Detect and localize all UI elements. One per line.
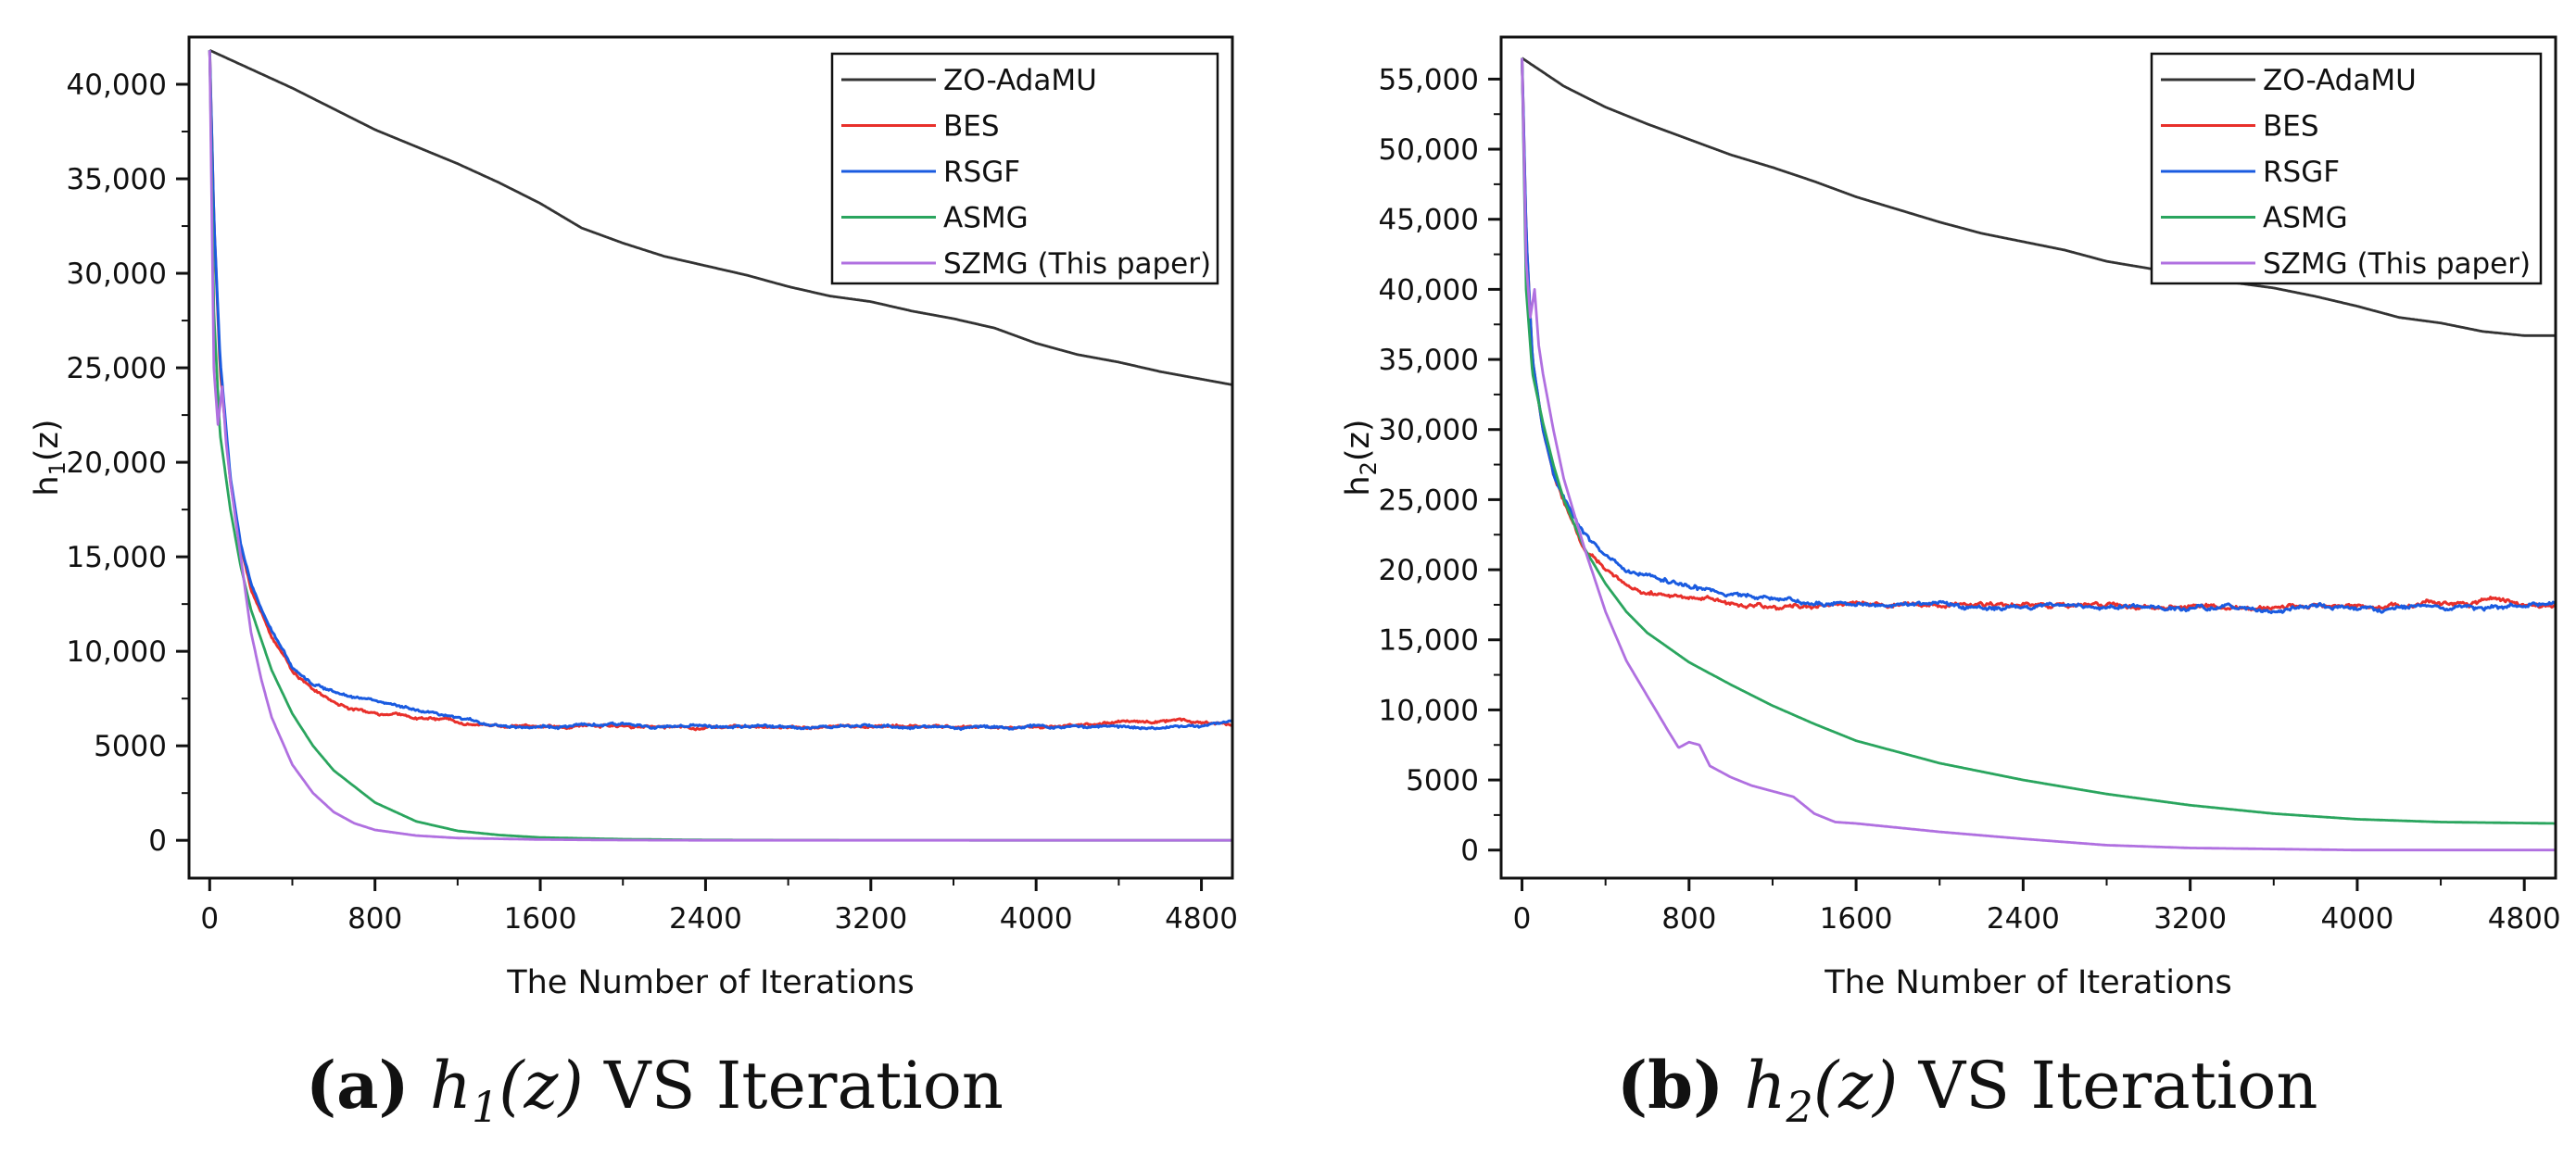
series-line-zo-adamu [1521,57,2556,337]
legend-b: ZO-AdaMU BES RSGF ASMG SZMG (This paper) [2150,52,2543,285]
y-axis-label: h1(z) [29,419,70,496]
x-tick-label: 4000 [1000,902,1073,936]
y-tick-label: 55,000 [1379,63,1479,96]
y-tick-label: 40,000 [67,69,167,102]
y-tick-label: 50,000 [1379,133,1479,167]
x-tick-label: 800 [1661,902,1716,936]
legend-label: ZO-AdaMU [2263,64,2417,97]
x-tick-label: 2400 [1987,902,2060,936]
caption-b-letter: (b) [1617,1047,1724,1124]
legend-label: SZMG (This paper) [2263,247,2531,281]
series-line-szmg-this-paper [208,50,1232,842]
y-tick-label: 5000 [94,730,167,763]
y-tick-label: 40,000 [1379,273,1479,307]
y-tick-label: 35,000 [67,163,167,196]
y-axis-label: h2(z) [1340,419,1382,496]
y-tick-label: 30,000 [1379,414,1479,447]
y-tick-label: 15,000 [1379,624,1479,658]
legend-a: ZO-AdaMU BES RSGF ASMG SZMG (This paper) [830,52,1219,285]
caption-a-letter: (a) [306,1047,410,1124]
plot-frame-b [1499,35,2557,880]
legend-label: BES [2263,110,2319,144]
caption-a: (a) h1(z) VS Iteration [306,1047,1004,1132]
caption-b: (b) h2(z) VS Iteration [1617,1047,2318,1132]
x-tick-label: 1600 [1820,902,1893,936]
y-tick-label: 5000 [1406,764,1479,798]
x-tick-label: 4800 [2488,902,2561,936]
series-line-rsgf [1521,57,2556,615]
y-tick-label: 20,000 [67,446,167,480]
legend-label: ASMG [2263,202,2348,235]
y-tick-label: 30,000 [67,258,167,291]
x-tick-label: 4800 [1165,902,1238,936]
legend-label: ASMG [943,202,1029,235]
series-lines-b [1521,57,2556,852]
series-line-asmg [1521,57,2556,825]
legend-label: RSGF [943,156,1020,189]
caption-a-math: h1(z) [429,1048,584,1132]
caption-a-suffix: VS Iteration [604,1048,1004,1124]
legend-box [830,52,1219,285]
x-tick-label: 3200 [834,902,907,936]
y-tick-label: 10,000 [1379,694,1479,727]
y-tick-label: 15,000 [67,541,167,574]
x-tick-label: 0 [200,902,219,936]
x-tick-label: 1600 [504,902,577,936]
series-line-rsgf [208,50,1232,732]
legend-label: SZMG (This paper) [943,247,1211,281]
legend-label: BES [943,110,1000,144]
x-tick-label: 0 [1513,902,1532,936]
y-tick-label: 45,000 [1379,204,1479,237]
chart-a: 0 800 1600 2400 3200 4000 4800 0 5000 10,000 15,00… [29,35,1238,1001]
y-tick-label: 25,000 [67,352,167,385]
series-line-szmg-this-paper [1521,57,2556,852]
y-tick-label: 20,000 [1379,554,1479,587]
x-tick-label: 2400 [669,902,742,936]
series-line-zo-adamu [208,49,1232,386]
y-tick-label: 10,000 [67,635,167,669]
legend-label: ZO-AdaMU [943,64,1097,97]
caption-b-math: h2(z) [1744,1048,1899,1132]
caption-b-suffix: VS Iteration [1918,1048,2318,1124]
plot-frame-a [187,35,1234,880]
x-tick-label: 800 [347,902,402,936]
x-axis-label: The Number of Iterations [506,964,915,1001]
y-tick-label: 0 [1460,835,1479,868]
series-lines-a [208,49,1232,842]
legend-label: RSGF [2263,156,2340,189]
x-tick-label: 4000 [2320,902,2393,936]
y-tick-label: 0 [148,824,167,858]
x-axis-label: The Number of Iterations [1824,964,2232,1001]
x-tick-label: 3200 [2153,902,2227,936]
y-tick-label: 35,000 [1379,344,1479,377]
chart-b: 0 800 1600 2400 3200 4000 4800 0 5000 10,000 15,00… [1340,35,2561,1001]
y-tick-label: 25,000 [1379,484,1479,517]
legend-box [2150,52,2543,285]
